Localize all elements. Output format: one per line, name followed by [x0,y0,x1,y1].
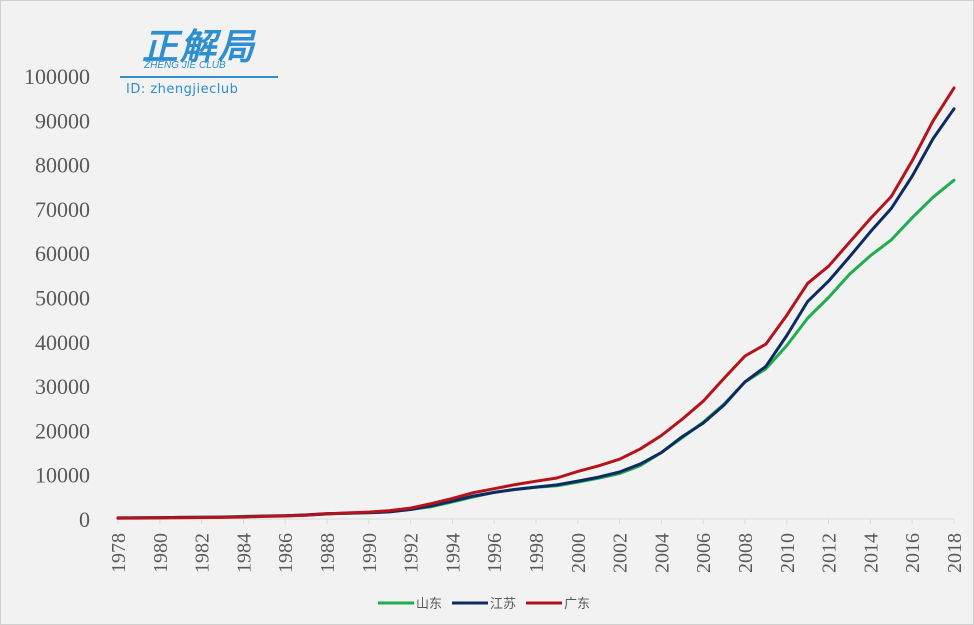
x-tick-label: 2016 [902,533,924,573]
x-tick-label: 2014 [860,533,882,573]
y-tick-label: 80000 [35,153,90,178]
x-tick-label: 1994 [442,533,464,573]
x-tick-label: 1990 [359,533,381,573]
x-tick-label: 1982 [192,533,214,573]
x-tick-label: 1980 [150,533,172,573]
x-tick-label: 1986 [275,533,297,573]
x-tick-label: 2002 [610,533,632,573]
watermark-logo: 正解局 ZHENG JIE CLUB ID: zhengjieclub [120,18,280,102]
y-tick-label: 100000 [24,64,90,89]
x-tick-label: 2018 [944,533,966,573]
y-tick-label: 40000 [35,330,90,355]
x-tick-label: 1984 [233,533,255,573]
series-line-3 [116,86,956,520]
x-tick-label: 1988 [317,533,339,573]
y-tick-label: 50000 [35,286,90,311]
x-tick-label: 1978 [108,533,130,573]
x-tick-label: 2010 [777,533,799,573]
series-line-2 [116,107,956,520]
logo-title: 正解局 [142,26,257,68]
series-lines [116,86,956,520]
x-tick-label: 2004 [651,533,673,573]
x-axis-ticks: 1978 1980 1982 1984 1986 1988 1990 1992 1994 1996… [108,519,966,573]
y-tick-label: 30000 [35,374,90,399]
y-tick-label: 60000 [35,241,90,266]
logo-id-text: ID: zhengjieclub [126,82,239,97]
y-axis-ticks: 0 10000 20000 30000 40000 50000 60000 70000 8000… [24,64,90,532]
y-tick-label: 10000 [35,463,90,488]
logo-subtitle: ZHENG JIE CLUB [144,60,226,71]
x-tick-label: 2012 [819,533,841,573]
legend-label: 江苏 [490,596,516,612]
legend-label: 山东 [416,597,442,612]
logo-divider [120,76,278,78]
y-tick-label: 20000 [35,418,90,443]
legend-label: 广东 [564,597,590,612]
x-tick-label: 1996 [484,533,506,573]
legend: 山东 江苏 广东 [378,596,590,612]
x-tick-label: 2008 [735,533,757,573]
x-tick-label: 1992 [401,533,423,573]
y-tick-label: 70000 [35,197,90,222]
y-tick-label: 0 [79,507,90,532]
series-line-1 [116,178,956,520]
x-tick-label: 2000 [568,533,590,573]
x-tick-label: 2006 [693,533,715,573]
x-tick-label: 1998 [526,533,548,573]
y-tick-label: 90000 [35,108,90,133]
